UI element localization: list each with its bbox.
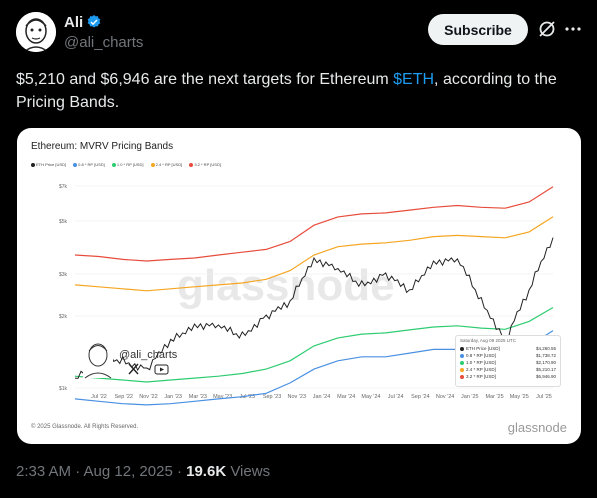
tooltip-value: $5,210.17 — [535, 367, 556, 372]
x-tick-label: Jul '25 — [536, 394, 552, 400]
tooltip-row: ETH Price [USD] $4,260.55 — [460, 345, 556, 352]
x-tick-label: Mar '23 — [189, 394, 207, 400]
x-tick-label: Nov '23 — [288, 394, 306, 400]
tweet-text-part: , according to the Pricing Bands. — [16, 71, 557, 111]
subscribe-button[interactable]: Subscribe — [428, 14, 528, 45]
tooltip-row: 2.4 * RP [USD] $5,210.17 — [460, 366, 556, 373]
series-line-eth — [74, 237, 554, 379]
x-tick-label: May '25 — [510, 394, 529, 400]
x-tick-label: Mar '25 — [485, 394, 503, 400]
author-name[interactable]: Ali — [64, 14, 84, 31]
tooltip-row: 0.8 * RP [USD] $1,738.72 — [460, 352, 556, 359]
copyright-text: © 2025 Glassnode. All Rights Reserved. — [31, 424, 139, 430]
x-tick-label: Jul '22 — [91, 394, 107, 400]
mvrv-pricing-bands-chart: glassnode $7k$5k$3k$2k$1k Jul '22 Sep '22… — [59, 184, 554, 406]
x-tick-label: Jul '23 — [239, 394, 255, 400]
x-tick-label: Jan '24 — [313, 394, 331, 400]
chart-title: Ethereum: MVRV Pricing Bands — [31, 141, 174, 152]
tooltip-row: 1.0 * RP [USD] $2,170.90 — [460, 359, 556, 366]
legend-item: ETH Price [USD] — [31, 162, 66, 167]
legend-label: 2.4 * RP [USD] — [155, 162, 183, 167]
tooltip-value: $4,260.55 — [535, 346, 556, 351]
legend-label: 3.2 * RP [USD] — [194, 162, 221, 167]
y-tick-label: $5k — [59, 219, 68, 225]
y-tick-label: $7k — [59, 184, 68, 190]
x-tick-label: Nov '22 — [139, 394, 157, 400]
chart-tooltip: Saturday, Aug 09 2025 UTC ETH Price [USD… — [455, 335, 561, 387]
x-tick-label: Mar '24 — [337, 394, 355, 400]
legend-label: ETH Price [USD] — [36, 162, 67, 167]
x-tick-label: Sep '22 — [114, 394, 132, 400]
tooltip-row: 3.2 * RP [USD] $6,946.90 — [460, 373, 556, 380]
series-line-rp24 — [74, 216, 554, 292]
series-line-rp32 — [74, 186, 554, 262]
tooltip-label: 3.2 * RP [USD] — [466, 374, 496, 379]
tooltip-label: 1.0 * RP [USD] — [466, 360, 496, 365]
verified-badge-icon — [87, 15, 101, 28]
tooltip-date: Saturday, Aug 09 2025 UTC — [460, 338, 516, 343]
y-tick-label: $2k — [59, 314, 68, 320]
x-tick-label: May '23 — [213, 394, 232, 400]
grok-icon[interactable] — [537, 19, 557, 39]
y-tick-label: $1k — [59, 386, 68, 392]
tooltip-label: ETH Price [USD] — [466, 346, 500, 351]
views-label: Views — [226, 463, 271, 480]
cashtag-link[interactable]: $ETH — [393, 71, 435, 88]
tweet-text: $5,210 and $6,946 are the next targets f… — [16, 68, 581, 114]
tooltip-value: $2,170.90 — [535, 360, 556, 365]
x-tick-label: Jul '24 — [388, 394, 404, 400]
series-line-rp10 — [74, 306, 554, 383]
tweet-text-part: $5,210 and $6,946 are the next targets f… — [16, 71, 394, 88]
y-tick-label: $3k — [59, 272, 68, 278]
chart-image-card[interactable]: Ethereum: MVRV Pricing Bands ETH Price [… — [17, 128, 581, 444]
x-logo-icon — [128, 363, 139, 375]
youtube-icon — [154, 364, 169, 375]
legend-label: 0.8 * RP [USD] — [78, 162, 105, 167]
tooltip-label: 0.8 * RP [USD] — [466, 353, 496, 358]
tweet-meta: 2:33 AM · Aug 12, 2025 · 19.6K Views — [16, 463, 270, 480]
more-options-icon[interactable] — [564, 19, 582, 39]
glassnode-brand: glassnode — [507, 420, 567, 435]
legend-item: 3.2 * RP [USD] — [189, 162, 221, 167]
x-tick-label: Sep '24 — [411, 394, 429, 400]
avatar[interactable] — [16, 12, 56, 52]
overlay-handle: @ali_charts — [119, 349, 178, 361]
tooltip-value: $1,738.72 — [535, 353, 556, 358]
legend-item: 0.8 * RP [USD] — [73, 162, 105, 167]
author-handle[interactable]: @ali_charts — [64, 34, 144, 51]
x-tick-label: Sep '23 — [263, 394, 281, 400]
legend-item: 1.0 * RP [USD] — [111, 162, 144, 167]
tooltip-label: 2.4 * RP [USD] — [466, 367, 496, 372]
view-count: 19.6K — [186, 463, 227, 480]
legend-label: 1.0 * RP [USD] — [116, 162, 144, 167]
chart-legend: ETH Price [USD] 0.8 * RP [USD] 1.0 * RP … — [31, 162, 227, 167]
legend-item: 2.4 * RP [USD] — [150, 162, 183, 167]
overlay-avatar — [83, 338, 113, 379]
x-tick-label: Jan '23 — [164, 394, 182, 400]
x-tick-label: Nov '24 — [436, 394, 454, 400]
x-tick-label: May '24 — [361, 394, 380, 400]
tooltip-value: $6,946.90 — [535, 374, 556, 379]
x-tick-label: Jan '25 — [461, 394, 479, 400]
tweet-timestamp[interactable]: 2:33 AM · Aug 12, 2025 · — [16, 463, 187, 480]
avatar-illustration — [16, 12, 56, 52]
